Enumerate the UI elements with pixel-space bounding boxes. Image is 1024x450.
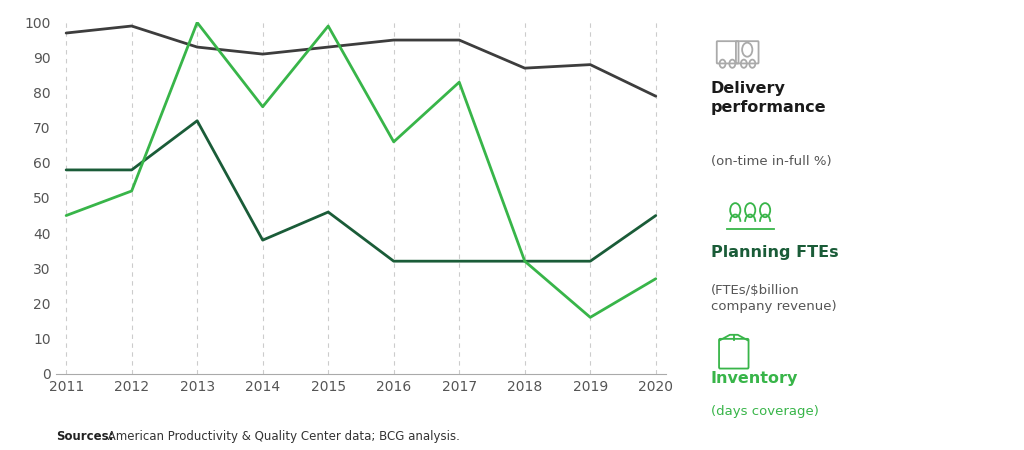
Text: (days coverage): (days coverage) [711,405,819,418]
Text: (on-time in-full %): (on-time in-full %) [711,155,831,168]
Text: (FTEs/$billion
company revenue): (FTEs/$billion company revenue) [711,284,837,313]
Text: Delivery
performance: Delivery performance [711,81,826,115]
Text: Inventory: Inventory [711,371,799,386]
Text: Sources:: Sources: [56,430,114,443]
Text: Planning FTEs: Planning FTEs [711,245,839,260]
Text: American Productivity & Quality Center data; BCG analysis.: American Productivity & Quality Center d… [104,430,461,443]
